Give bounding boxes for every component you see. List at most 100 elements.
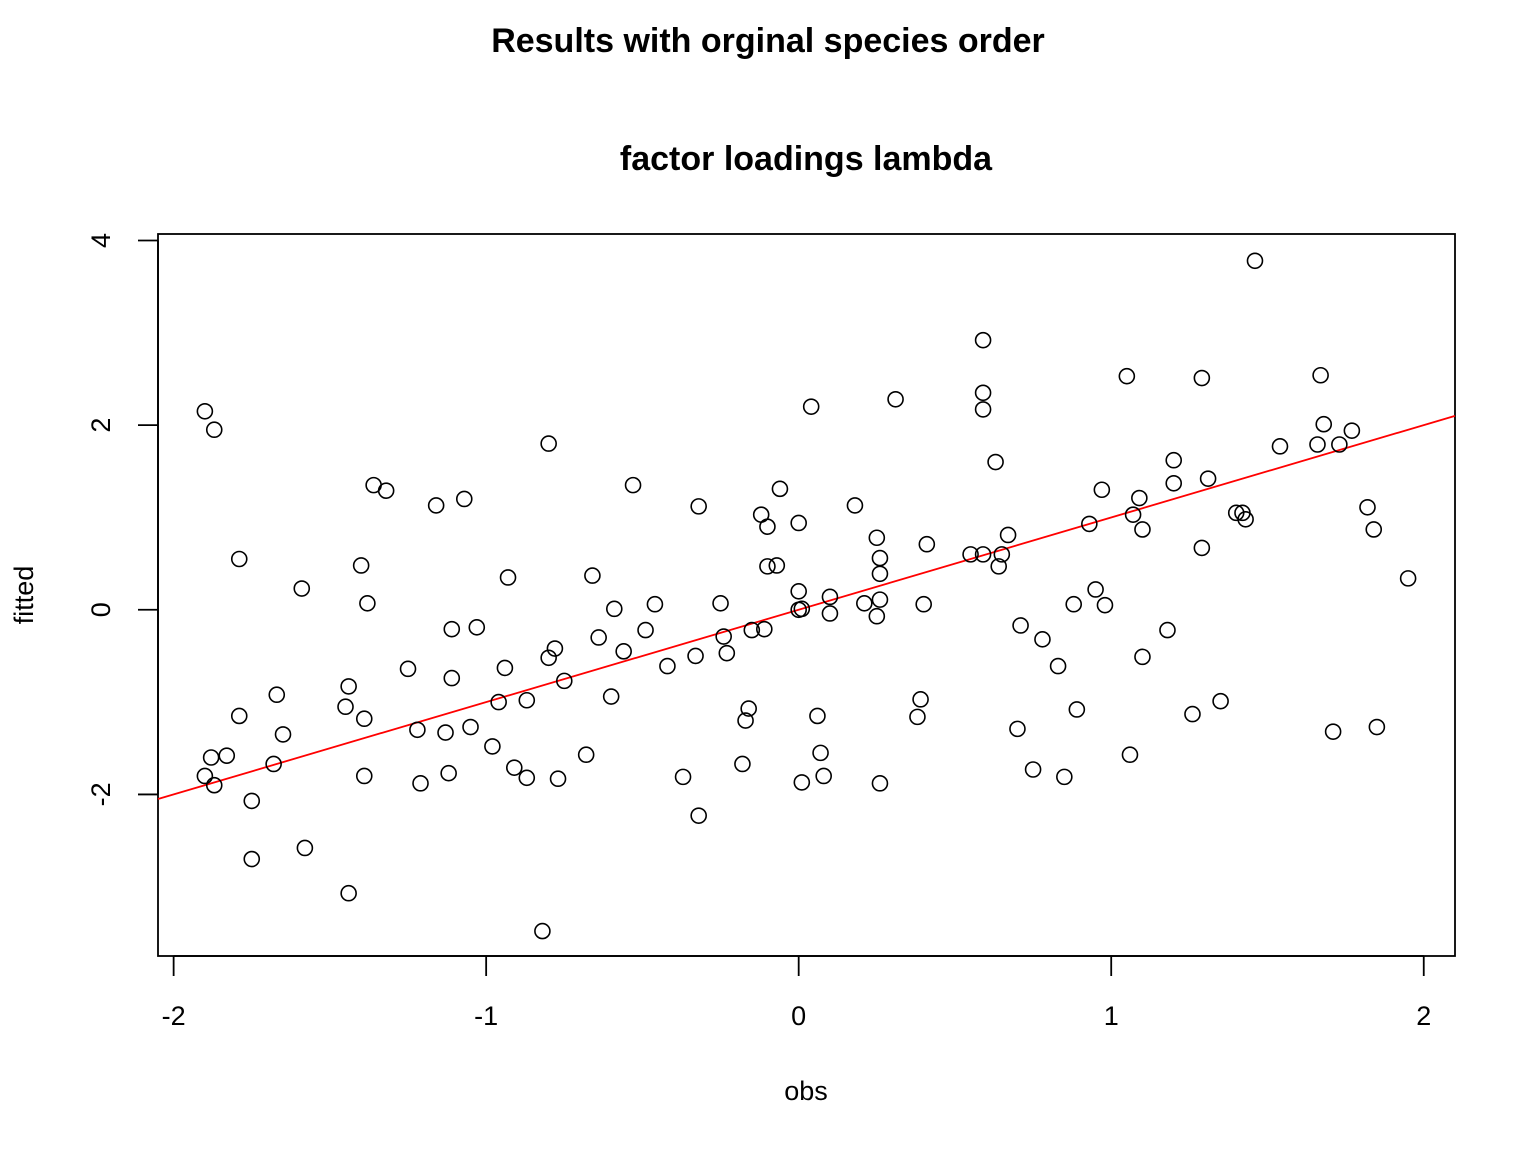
data-point: [409, 721, 426, 739]
data-point: [674, 768, 692, 786]
data-point: [202, 749, 220, 766]
data-point: [1312, 366, 1329, 384]
data-point: [1315, 415, 1333, 433]
data-point: [743, 621, 761, 639]
data-point: [999, 526, 1017, 544]
plot-frame: [157, 233, 1456, 957]
data-point: [846, 497, 864, 514]
data-point: [230, 707, 248, 725]
data-point: [768, 557, 786, 574]
data-point: [412, 775, 429, 792]
data-point: [1324, 723, 1342, 740]
data-point: [549, 770, 567, 788]
data-point: [1049, 657, 1067, 675]
data-point: [715, 628, 732, 645]
data-point: [205, 421, 223, 439]
data-point: [1081, 515, 1098, 533]
data-point: [468, 619, 486, 636]
data-point: [915, 595, 932, 613]
data-point: [871, 565, 889, 583]
data-point: [496, 659, 514, 677]
data-point: [534, 922, 551, 940]
data-point: [399, 660, 417, 678]
data-point: [427, 497, 445, 514]
data-point: [293, 580, 311, 597]
data-point: [1118, 367, 1136, 385]
data-point: [340, 678, 357, 695]
data-point: [355, 710, 373, 728]
x-axis-label: obs: [784, 1076, 828, 1106]
data-point: [440, 764, 457, 782]
data-point: [690, 807, 707, 824]
data-point: [856, 595, 873, 612]
data-point: [962, 546, 979, 563]
data-point: [274, 726, 292, 743]
x-tick-label: -1: [474, 1001, 498, 1031]
data-point: [1087, 581, 1104, 598]
x-tick-label: -2: [162, 1001, 186, 1031]
data-point: [437, 724, 454, 741]
data-point: [1096, 596, 1114, 614]
data-point: [718, 644, 736, 662]
data-point: [1121, 746, 1139, 764]
data-point: [912, 691, 929, 708]
data-point: [1237, 510, 1254, 528]
data-point: [196, 402, 214, 420]
data-point: [624, 476, 642, 494]
data-point: [296, 839, 314, 857]
data-point: [1068, 701, 1086, 718]
data-point: [462, 718, 479, 736]
data-point: [355, 767, 373, 785]
data-point: [1131, 489, 1148, 507]
data-point: [443, 669, 461, 687]
data-point: [1193, 539, 1211, 557]
y-tick-label: -2: [86, 782, 116, 806]
data-point: [340, 884, 357, 902]
data-point: [1368, 718, 1386, 736]
data-point: [443, 620, 461, 638]
data-point: [518, 769, 536, 787]
data-point: [1065, 595, 1083, 613]
data-point: [790, 514, 807, 532]
data-point: [871, 591, 889, 608]
data-point: [518, 691, 536, 709]
data-point: [1331, 436, 1348, 453]
data-point: [918, 535, 936, 553]
data-point: [690, 498, 707, 515]
data-point: [540, 435, 557, 452]
data-point: [712, 595, 729, 612]
data-point: [759, 558, 776, 575]
data-point: [265, 755, 282, 773]
data-point: [359, 595, 376, 612]
data-point: [974, 331, 992, 349]
data-point: [615, 643, 632, 660]
data-point: [1159, 621, 1176, 639]
data-point: [809, 707, 826, 725]
data-point: [337, 698, 354, 716]
data-point: [605, 600, 623, 618]
data-point: [377, 482, 395, 499]
figure-suptitle: Results with orginal species order: [491, 22, 1045, 60]
data-point: [821, 605, 839, 622]
y-axis: -2 0 2 4: [86, 233, 159, 806]
data-point: [909, 708, 926, 726]
data-point: [1056, 768, 1073, 786]
data-point: [484, 738, 501, 755]
data-point: [868, 529, 886, 547]
data-point: [1134, 648, 1151, 666]
data-point: [687, 647, 704, 665]
data-point: [352, 557, 370, 574]
data-point: [205, 776, 223, 794]
data-point: [759, 518, 776, 535]
data-point: [974, 384, 992, 402]
data-point: [590, 629, 607, 646]
data-point: [1212, 692, 1229, 710]
data-point: [490, 693, 507, 711]
data-point: [540, 649, 557, 667]
data-point: [871, 549, 889, 567]
data-point: [1309, 436, 1326, 453]
data-point: [1246, 252, 1264, 270]
data-point: [230, 550, 248, 568]
x-tick-label: 1: [1104, 1001, 1119, 1031]
